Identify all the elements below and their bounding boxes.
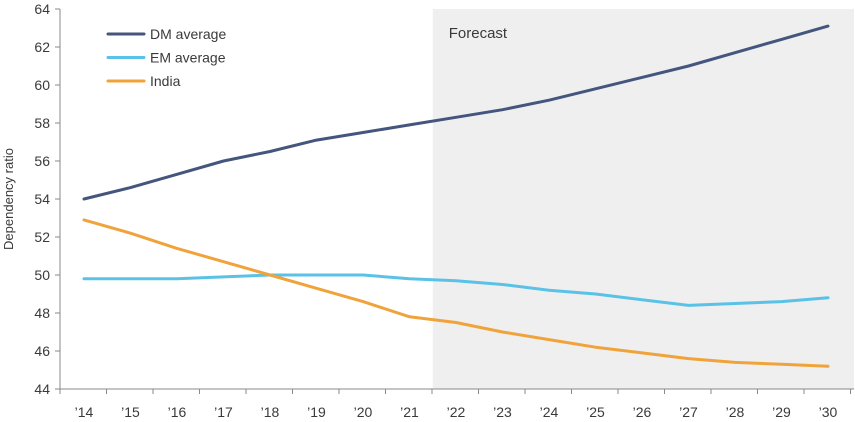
x-tick-label: ’30 bbox=[819, 404, 838, 420]
x-tick-label: ’22 bbox=[447, 404, 466, 420]
series bbox=[82, 24, 830, 368]
y-tick-label: 60 bbox=[34, 77, 50, 93]
x-tick-label: ’16 bbox=[168, 404, 187, 420]
series-line-dm-average bbox=[82, 24, 830, 201]
x-tick-label: ’28 bbox=[726, 404, 745, 420]
y-tick-label: 48 bbox=[34, 305, 50, 321]
legend-label-india: India bbox=[150, 73, 181, 89]
legend-label-dm-average: DM average bbox=[150, 26, 226, 42]
x-tick-label: ’24 bbox=[540, 404, 559, 420]
y-tick-label: 50 bbox=[34, 267, 50, 283]
legend-label-em-average: EM average bbox=[150, 50, 226, 66]
x-ticks: ’14 ’15 ’16 ’17 ’18 ’19 ’20 ’21 ’22 ’23 ’24 ’25 ’26 ’… bbox=[59, 389, 851, 420]
forecast-region: Forecast bbox=[432, 9, 854, 389]
y-tick-label: 62 bbox=[34, 39, 50, 55]
x-tick-label: ’19 bbox=[307, 404, 326, 420]
x-tick-label: ’29 bbox=[772, 404, 791, 420]
legend: DM average EM average India bbox=[106, 26, 226, 89]
x-tick-label: ’20 bbox=[354, 404, 373, 420]
y-tick-label: 64 bbox=[34, 1, 50, 17]
x-tick-label: ’23 bbox=[493, 404, 512, 420]
x-tick-label: ’14 bbox=[75, 404, 94, 420]
x-tick-label: ’17 bbox=[214, 404, 233, 420]
y-axis-label: Dependency ratio bbox=[1, 148, 16, 250]
series-line-em-average bbox=[82, 273, 830, 307]
y-tick-label: 44 bbox=[34, 381, 50, 397]
forecast-shading bbox=[432, 9, 854, 389]
y-ticks: 44 46 48 50 52 54 56 58 60 62 64 bbox=[34, 1, 60, 397]
y-tick-label: 58 bbox=[34, 115, 50, 131]
x-tick-label: ’26 bbox=[633, 404, 652, 420]
series-line-india bbox=[82, 218, 830, 368]
y-tick-label: 54 bbox=[34, 191, 50, 207]
forecast-label: Forecast bbox=[449, 25, 508, 42]
y-tick-label: 52 bbox=[34, 229, 50, 245]
x-tick-label: ’18 bbox=[261, 404, 280, 420]
x-tick-label: ’25 bbox=[586, 404, 605, 420]
x-tick-label: ’27 bbox=[679, 404, 698, 420]
x-tick-label: ’21 bbox=[400, 404, 419, 420]
x-tick-label: ’15 bbox=[121, 404, 140, 420]
y-tick-label: 56 bbox=[34, 153, 50, 169]
y-tick-label: 46 bbox=[34, 343, 50, 359]
